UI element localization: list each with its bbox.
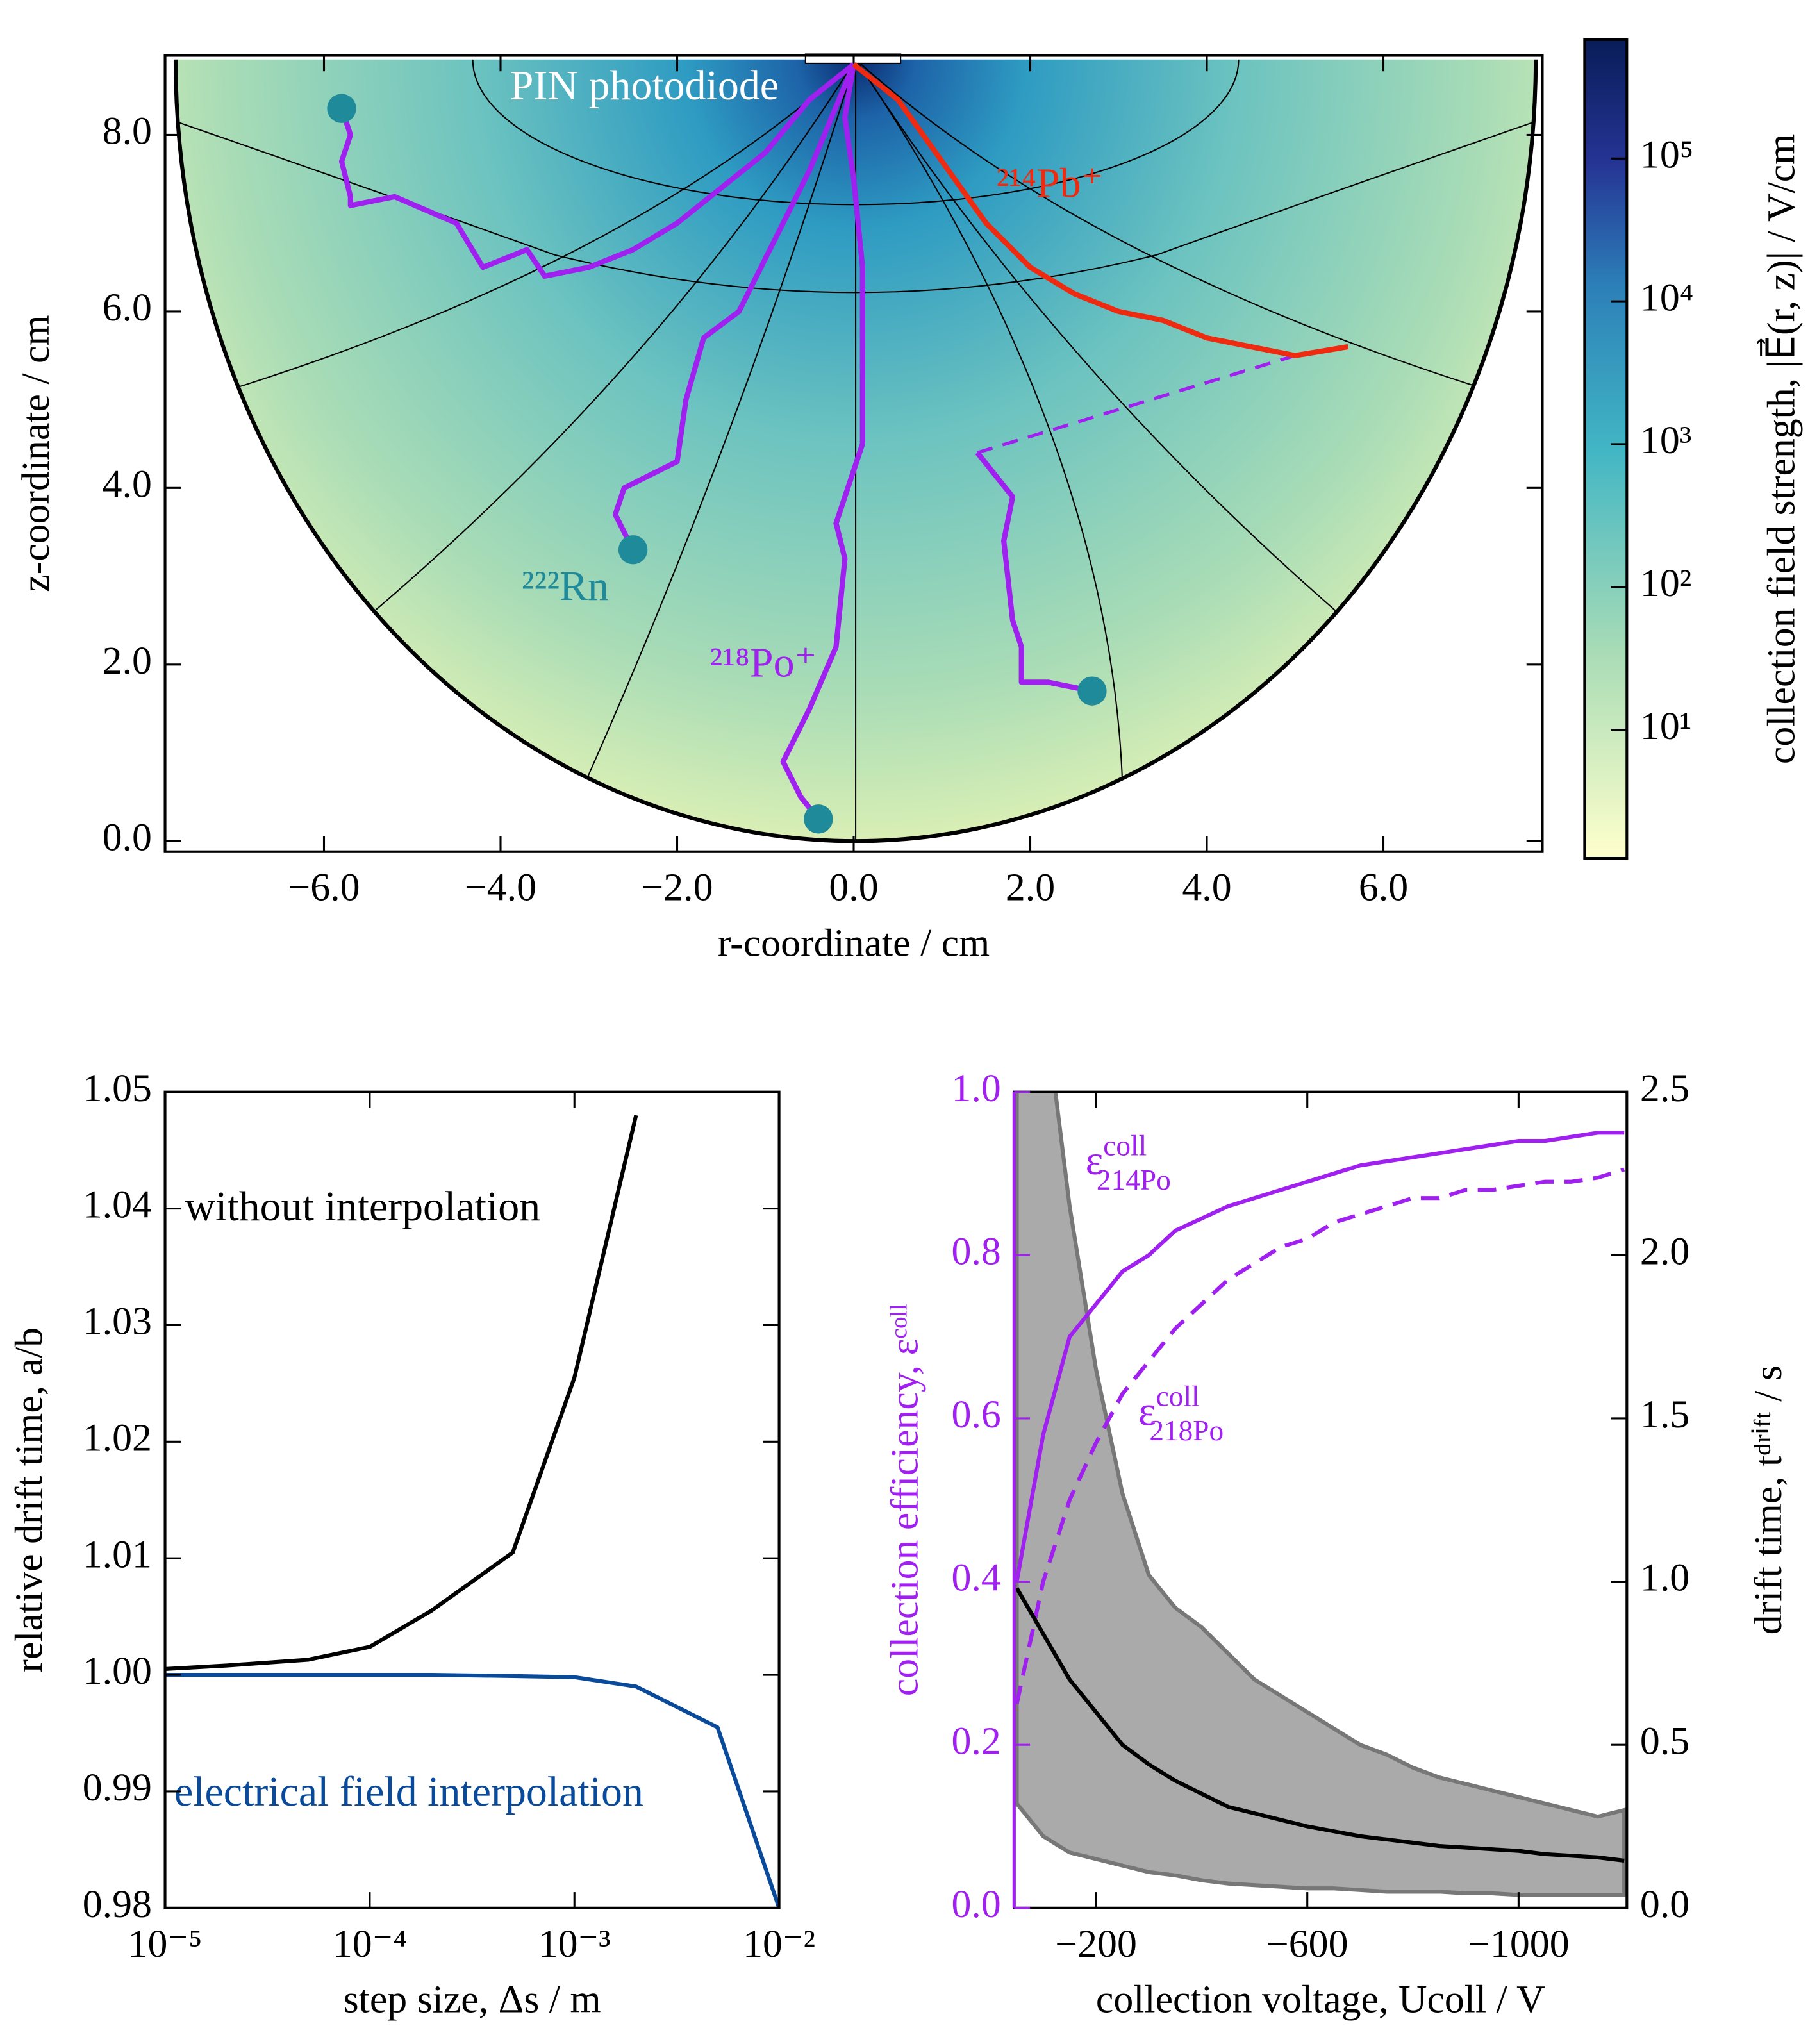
sup: coll: [1156, 1381, 1200, 1413]
y-tick-label: 1.03: [83, 1300, 152, 1343]
plot-area: [1015, 1092, 1627, 1897]
x-tick-label: 10⁻²: [743, 1922, 815, 1966]
series-line: [165, 1115, 638, 1672]
y-axis-label: z-coordinate / cm: [14, 315, 58, 592]
x-axis-label: collection voltage, Ucoll / V: [1096, 1977, 1545, 2021]
x-tick-label: −200: [1055, 1922, 1137, 1966]
y-tick-label: 0.8: [951, 1229, 1000, 1273]
colorbar-tick-label: 10⁴: [1640, 276, 1693, 319]
axes-frame: [163, 1090, 781, 1909]
track: [612, 63, 856, 551]
x-tick-label: 10⁻⁴: [333, 1922, 407, 1966]
x-tick-label: −4.0: [465, 866, 536, 910]
y-axis-label: relative drift time, a/b: [8, 1327, 51, 1673]
x-tick-label: −2.0: [641, 866, 713, 910]
annotation: electrical field interpolation: [174, 1768, 643, 1815]
y-tick-label: 0.0: [103, 815, 152, 859]
field-panel: PIN photodiode ²²²Rn ²¹⁸Po⁺ ²¹⁴Pb⁺ −6.0 −…: [14, 38, 1804, 965]
y-tick-label: 1.01: [83, 1533, 152, 1576]
y-tick-label: 0.6: [951, 1393, 1000, 1436]
x-tick-label: 10⁻⁵: [128, 1922, 203, 1966]
plot-area: [165, 1115, 779, 1908]
y2-tick-label: 0.0: [1640, 1882, 1689, 1926]
y-tick-label: 1.0: [951, 1067, 1000, 1110]
annotation: PIN photodiode: [510, 62, 779, 109]
band: [1015, 1092, 1627, 1897]
track: [975, 451, 1093, 694]
sub: 218Po: [1149, 1415, 1224, 1447]
x-tick-label: 6.0: [1359, 866, 1408, 910]
colorbar-tick-label: 10¹: [1640, 704, 1691, 748]
x-tick-label: −600: [1266, 1922, 1348, 1966]
track: [780, 63, 865, 821]
symbol: ε: [1138, 1388, 1156, 1435]
annotation: ²¹⁸Po⁺: [709, 639, 817, 686]
sup: coll: [1103, 1130, 1147, 1162]
y-tick-label: 6.0: [103, 286, 152, 329]
x-tick-label: −6.0: [288, 866, 360, 910]
y-axis-label: collection efficiency, εᶜᵒˡˡ: [883, 1304, 927, 1696]
y-tick-label: 8.0: [103, 110, 152, 153]
y-tick-label: 4.0: [103, 463, 152, 506]
series-line: [1015, 1587, 1625, 1863]
y-tick-label: 1.05: [83, 1067, 152, 1110]
annotation: εcoll 218Po: [1138, 1381, 1224, 1447]
series-line: [1015, 1167, 1625, 1705]
sub: 214Po: [1097, 1164, 1171, 1196]
voltage-panel: εcoll 214Po εcoll 218Po −200 −600 −10000.00.…: [883, 1067, 1790, 2021]
track: [338, 62, 856, 279]
y2-tick-label: 1.5: [1640, 1393, 1689, 1436]
colorbar-tick-label: 10⁵: [1640, 133, 1693, 176]
step-panel: without interpolation electrical field i…: [8, 1067, 815, 2021]
marker: [804, 804, 833, 834]
colorbar-tick-label: 10²: [1640, 561, 1691, 605]
x-tick-label: 10⁻³: [538, 1922, 611, 1966]
symbol: ε: [1086, 1137, 1104, 1184]
y2-tick-label: 1.0: [1640, 1556, 1689, 1600]
y-tick-label: 1.02: [83, 1417, 152, 1460]
y2-axis-label: drift time, tᵈʳⁱᶠᵗ / s: [1746, 1365, 1790, 1634]
x-tick-label: 2.0: [1006, 866, 1055, 910]
track: [977, 354, 1296, 454]
y-tick-label: 0.99: [83, 1766, 152, 1809]
y-tick-label: 1.04: [83, 1183, 152, 1227]
annotation: without interpolation: [185, 1183, 540, 1230]
y-tick-label: 1.00: [83, 1649, 152, 1693]
x-axis-label: step size, Δs / m: [344, 1977, 601, 2021]
colorbar-label: collection field strength, |E⃗(r, z)| / …: [1756, 134, 1803, 764]
series-line: [1015, 1131, 1625, 1583]
y-tick-label: 0.98: [83, 1882, 152, 1926]
annotation: ²²²Rn: [522, 563, 609, 610]
y2-tick-label: 0.5: [1640, 1719, 1689, 1763]
y-tick-label: 0.2: [951, 1719, 1000, 1763]
series-line: [165, 1672, 779, 1908]
y-tick-label: 0.0: [951, 1882, 1000, 1926]
x-tick-label: 0.0: [829, 866, 878, 910]
annotation: ²¹⁴Pb⁺: [997, 160, 1104, 207]
colorbar: [1583, 38, 1629, 860]
y2-tick-label: 2.0: [1640, 1229, 1689, 1273]
x-axis-label: r-coordinate / cm: [718, 921, 990, 965]
y2-tick-label: 2.5: [1640, 1067, 1689, 1110]
marker: [1077, 676, 1107, 706]
annotation: εcoll 214Po: [1086, 1130, 1171, 1197]
y-tick-label: 2.0: [103, 639, 152, 683]
x-tick-label: 4.0: [1182, 866, 1231, 910]
x-tick-label: −1000: [1468, 1922, 1569, 1966]
track: [852, 62, 1349, 358]
y-tick-label: 0.4: [951, 1556, 1000, 1600]
marker: [327, 94, 356, 123]
vessel-wall: [173, 59, 1538, 843]
marker: [618, 535, 648, 565]
colorbar-tick-label: 10³: [1640, 419, 1691, 462]
